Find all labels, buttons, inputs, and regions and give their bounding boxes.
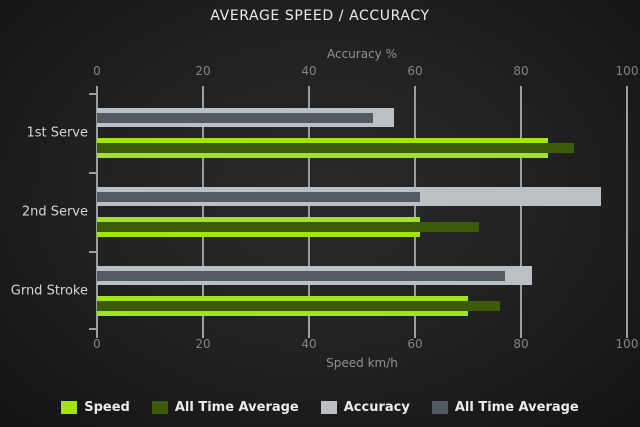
gridline-40 bbox=[308, 86, 310, 338]
legend-item-all-time-average-1: All Time Average bbox=[151, 399, 299, 415]
gridline-80 bbox=[520, 86, 522, 338]
gridline-100 bbox=[626, 86, 628, 338]
y-axis-tick bbox=[89, 93, 97, 95]
y-axis-tick bbox=[89, 172, 97, 174]
accuracy-swatch-icon bbox=[320, 400, 337, 414]
y-axis-tick bbox=[89, 328, 97, 330]
category-label-2nd-serve: 2nd Serve bbox=[21, 204, 88, 219]
top-tick-label-40: 40 bbox=[301, 64, 317, 78]
legend-item-accuracy-2: Accuracy bbox=[320, 399, 410, 415]
bottom-tick-label-80: 80 bbox=[513, 337, 529, 351]
gridline-0 bbox=[96, 86, 98, 338]
bar-speed-inner-1st-serve bbox=[97, 143, 574, 153]
bottom-tick-label-20: 20 bbox=[195, 337, 211, 351]
bar-speed-inner-2nd-serve bbox=[97, 222, 479, 232]
bottom-tick-label-0: 0 bbox=[93, 337, 101, 351]
legend: Speed All Time Average Accuracy All Time Av… bbox=[0, 396, 640, 418]
top-tick-label-80: 80 bbox=[513, 64, 529, 78]
all-time-average-swatch-icon bbox=[431, 400, 448, 414]
category-label-1st-serve: 1st Serve bbox=[26, 125, 88, 140]
legend-label: Speed bbox=[84, 399, 130, 415]
top-axis-title: Accuracy % bbox=[326, 47, 397, 61]
speed-swatch-icon bbox=[61, 400, 78, 414]
bar-speed-inner-grnd-stroke bbox=[97, 301, 500, 311]
bottom-axis-title: Speed km/h bbox=[326, 356, 398, 370]
top-tick-label-60: 60 bbox=[407, 64, 423, 78]
gridline-20 bbox=[202, 86, 204, 338]
bottom-tick-label-40: 40 bbox=[301, 337, 317, 351]
bar-accuracy-inner-1st-serve bbox=[97, 112, 373, 123]
top-tick-label-0: 0 bbox=[93, 64, 101, 78]
chart-title: AVERAGE SPEED / ACCURACY bbox=[210, 8, 430, 24]
category-label-grnd-stroke: Grnd Stroke bbox=[10, 283, 88, 298]
legend-label: All Time Average bbox=[174, 399, 299, 415]
bottom-tick-label-60: 60 bbox=[407, 337, 423, 351]
bar-accuracy-inner-2nd-serve bbox=[97, 191, 421, 202]
legend-item-all-time-average-3: All Time Average bbox=[431, 399, 579, 415]
bar-accuracy-inner-grnd-stroke bbox=[97, 270, 506, 281]
all-time-average-swatch-icon bbox=[151, 400, 168, 414]
legend-item-speed-0: Speed bbox=[61, 400, 130, 415]
legend-label: All Time Average bbox=[454, 399, 579, 415]
gridline-60 bbox=[414, 86, 416, 338]
y-axis-tick bbox=[89, 251, 97, 253]
top-tick-label-20: 20 bbox=[195, 64, 211, 78]
plot-area bbox=[89, 86, 628, 338]
top-tick-label-100: 100 bbox=[615, 64, 639, 78]
bottom-tick-label-100: 100 bbox=[615, 337, 639, 351]
legend-label: Accuracy bbox=[343, 399, 410, 415]
